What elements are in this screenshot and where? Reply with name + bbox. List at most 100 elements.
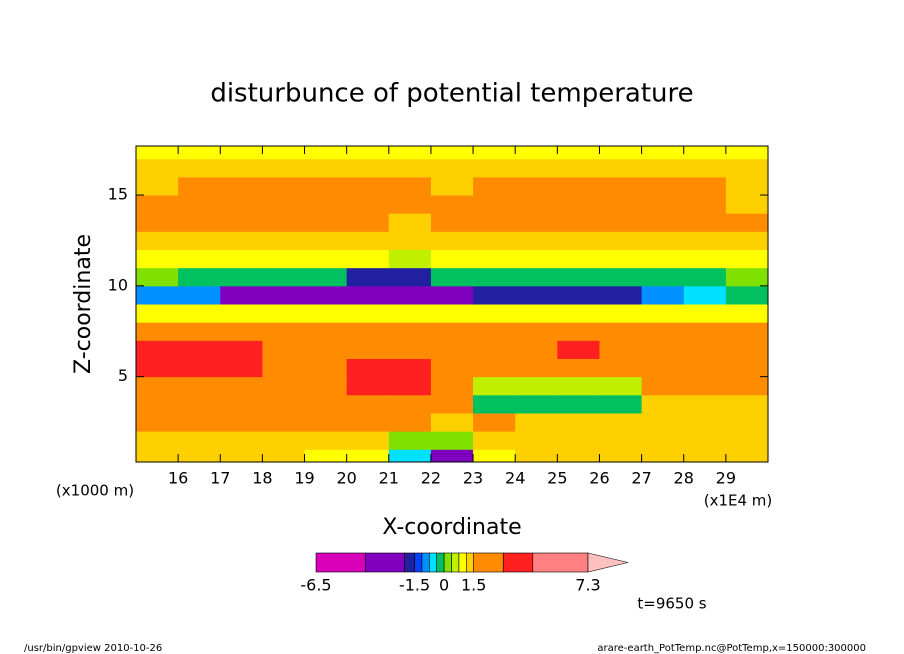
field-cell — [473, 322, 516, 341]
field-cell — [304, 322, 348, 341]
field-cell — [557, 231, 600, 251]
field-cell — [557, 394, 600, 414]
field-cell — [725, 146, 769, 160]
field-cell — [304, 146, 348, 160]
field-cell — [473, 449, 516, 463]
field-cell — [515, 412, 558, 432]
field-cell — [473, 146, 516, 160]
field-cell — [220, 394, 263, 414]
field-cell — [346, 158, 390, 178]
field-cell — [136, 304, 179, 323]
plot-frame — [135, 145, 769, 463]
field-cell — [641, 394, 685, 414]
x-unit: (x1E4 m) — [704, 492, 773, 510]
field-cell — [641, 358, 685, 378]
field-cell — [725, 412, 769, 432]
field-cell — [430, 285, 474, 305]
field-cell — [725, 249, 769, 269]
field-cell — [262, 358, 306, 378]
field-cell — [346, 231, 390, 251]
field-cell — [262, 376, 306, 396]
field-cell — [430, 267, 474, 287]
field-cell — [557, 146, 600, 160]
field-cell — [388, 267, 432, 287]
field-cell — [473, 249, 516, 269]
field-cell — [599, 412, 643, 432]
field-cell — [430, 376, 474, 396]
field-cell — [515, 394, 558, 414]
field-cell — [430, 231, 474, 251]
field-cell — [599, 376, 643, 396]
field-cell — [220, 158, 263, 178]
field-cell — [388, 322, 432, 341]
field-cell — [515, 340, 558, 359]
field-cell — [304, 249, 348, 269]
field-cell — [346, 146, 390, 160]
field-cell — [725, 158, 769, 178]
field-cell — [430, 304, 474, 323]
field-cell — [641, 176, 685, 196]
field-cell — [262, 195, 306, 214]
colorbar-label: -1.5 — [399, 576, 430, 595]
x-tick-label: 24 — [505, 469, 525, 488]
field-cell — [557, 376, 600, 396]
field-cell — [262, 231, 306, 251]
field-cell — [473, 412, 516, 432]
x-tick-label: 17 — [210, 469, 230, 488]
field-cell — [599, 213, 643, 232]
x-tick-label: 25 — [547, 469, 567, 488]
field-cell — [430, 146, 474, 160]
field-cell — [683, 322, 727, 341]
field-cell — [557, 176, 600, 196]
field-cell — [262, 267, 306, 287]
field-cell — [346, 176, 390, 196]
field-cell — [262, 213, 306, 232]
colorbar-box — [502, 552, 534, 573]
field-cell — [473, 195, 516, 214]
field-cell — [220, 322, 263, 341]
field-cell — [641, 195, 685, 214]
field-cell — [346, 304, 390, 323]
field-cell — [388, 449, 432, 463]
field-cell — [220, 431, 263, 450]
field-cell — [515, 158, 558, 178]
colorbar-label: -6.5 — [300, 576, 331, 595]
y-tick-label: 15 — [108, 185, 128, 204]
field-cell — [346, 394, 390, 414]
field-cell — [388, 340, 432, 359]
field-cell — [388, 249, 432, 269]
field-cell — [388, 431, 432, 450]
field-cell — [599, 249, 643, 269]
field-cell — [388, 304, 432, 323]
field-cell — [262, 146, 306, 160]
field-cell — [599, 358, 643, 378]
field-cell — [136, 285, 179, 305]
field-cell — [220, 449, 263, 463]
field-cell — [683, 195, 727, 214]
field-cell — [725, 213, 769, 232]
field-cell — [599, 158, 643, 178]
field-cell — [136, 322, 179, 341]
field-cell — [683, 394, 727, 414]
field-cell — [430, 412, 474, 432]
colorbar-box — [458, 552, 467, 573]
field-cell — [473, 376, 516, 396]
field-cell — [178, 195, 221, 214]
field-cell — [178, 231, 221, 251]
field-cell — [430, 340, 474, 359]
field-cell — [346, 376, 390, 396]
field-cell — [515, 449, 558, 463]
field-cell — [388, 195, 432, 214]
field-cell — [683, 231, 727, 251]
x-tick-label: 16 — [168, 469, 188, 488]
field-cell — [178, 340, 221, 359]
y-axis-label: Z-coordinate — [71, 234, 96, 374]
field-cell — [430, 431, 474, 450]
x-tick-label: 29 — [716, 469, 736, 488]
field-cell — [178, 267, 221, 287]
field-cell — [262, 449, 306, 463]
field-cell — [136, 146, 179, 160]
field-cell — [515, 249, 558, 269]
colorbar-box — [364, 552, 405, 573]
